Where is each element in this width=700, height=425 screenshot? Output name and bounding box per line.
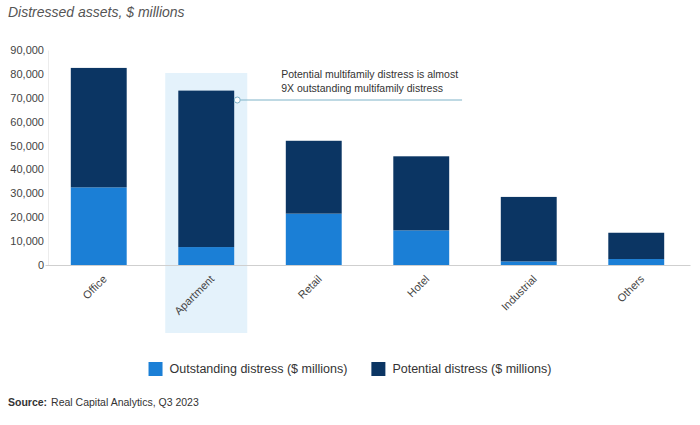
- annotation-text: 9X outstanding multifamily distress: [281, 82, 443, 94]
- x-tick: Others: [615, 265, 647, 304]
- x-tick: Hotel: [405, 265, 432, 299]
- annotation: Potential multifamily distress is almost…: [234, 68, 462, 103]
- x-tick: Industrial: [499, 265, 539, 313]
- y-tick-label: 60,000: [10, 116, 44, 128]
- legend-item: Potential distress ($ millions): [371, 362, 551, 376]
- x-axis-line: [46, 265, 691, 266]
- bar: [501, 197, 557, 262]
- legend-swatch: [149, 362, 163, 376]
- bar: [608, 233, 664, 259]
- y-tick-label: 10,000: [10, 235, 44, 247]
- annotation-dot: [234, 97, 240, 103]
- y-tick: 40,000: [10, 163, 48, 175]
- x-tick-label: Office: [80, 273, 109, 302]
- source-text: Real Capital Analytics, Q3 2023: [51, 396, 199, 408]
- bar: [286, 214, 342, 265]
- y-axis: 0 10,000 20,000 30,000 40,000 50,000 60,000 70,…: [10, 44, 48, 271]
- bar: [393, 156, 449, 230]
- x-tick-label: Hotel: [405, 273, 432, 300]
- bar: [71, 187, 127, 265]
- y-tick: 90,000: [10, 44, 48, 56]
- y-tick: 60,000: [10, 116, 48, 128]
- bars: [71, 68, 664, 265]
- bar: [393, 230, 449, 265]
- x-tick: Office: [80, 265, 109, 301]
- series: [71, 68, 664, 262]
- y-axis-line: [48, 51, 49, 266]
- x-axis: Office Apartment Retail Hotel Industrial Othe…: [46, 265, 691, 317]
- source: Source: Real Capital Analytics, Q3 2023: [8, 396, 199, 408]
- highlight-band: [165, 73, 247, 333]
- x-tick-label: Apartment: [172, 273, 216, 317]
- title: Distressed assets, $ millions: [8, 4, 185, 20]
- y-tick: 10,000: [10, 235, 48, 247]
- y-tick-label: 50,000: [10, 140, 44, 152]
- y-tick-label: 0: [38, 259, 44, 271]
- bar: [501, 261, 557, 265]
- x-tick-label: Industrial: [499, 273, 539, 313]
- y-tick-label: 90,000: [10, 44, 44, 56]
- y-tick: 50,000: [10, 140, 48, 152]
- y-tick-label: 20,000: [10, 211, 44, 223]
- x-tick: Apartment: [172, 265, 216, 317]
- bar: [71, 68, 127, 187]
- legend-item: Outstanding distress ($ millions): [149, 362, 348, 376]
- bar: [608, 259, 664, 265]
- source-label: Source:: [8, 396, 47, 408]
- x-tick-label: Others: [615, 272, 647, 304]
- y-tick: 80,000: [10, 68, 48, 80]
- legend-label: Potential distress ($ millions): [392, 362, 551, 376]
- x-tick-label: Retail: [296, 273, 324, 301]
- y-tick-label: 30,000: [10, 187, 44, 199]
- legend: Outstanding distress ($ millions) Potenti…: [149, 362, 552, 376]
- annotation-text: Potential multifamily distress is almost: [281, 68, 458, 80]
- bar: [178, 91, 234, 247]
- legend-label: Outstanding distress ($ millions): [170, 362, 348, 376]
- y-tick-label: 80,000: [10, 68, 44, 80]
- series: [71, 187, 664, 265]
- y-tick-label: 40,000: [10, 163, 44, 175]
- y-tick: 20,000: [10, 211, 48, 223]
- y-tick: 70,000: [10, 92, 48, 104]
- y-tick-label: 70,000: [10, 92, 44, 104]
- chart: Distressed assets, $ millions 0 10,000 20,0…: [0, 0, 700, 425]
- annotation-leader: [240, 100, 462, 101]
- y-tick: 30,000: [10, 187, 48, 199]
- x-tick: Retail: [296, 265, 324, 301]
- legend-swatch: [371, 362, 385, 376]
- bar: [178, 247, 234, 265]
- bar: [286, 141, 342, 214]
